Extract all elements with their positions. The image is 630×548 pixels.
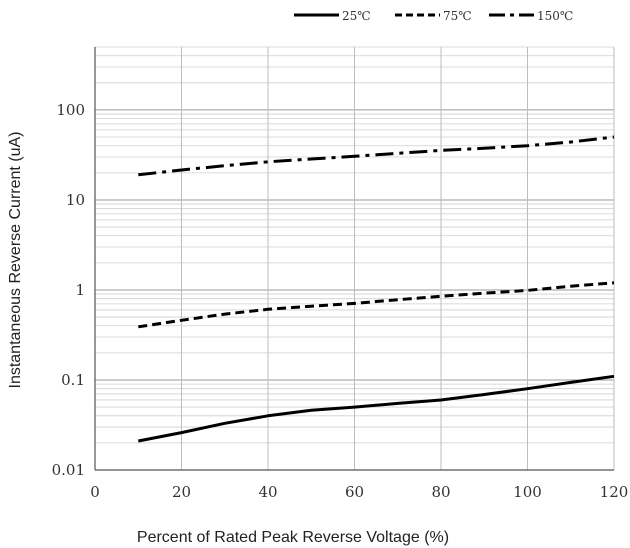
legend-label: 75℃ (443, 9, 472, 23)
series-line-25℃ (138, 374, 615, 443)
x-tick-label: 60 (345, 483, 364, 501)
y-axis-label: Instantaneous Reverse Current (uA) (7, 131, 24, 388)
x-tick-label: 40 (258, 483, 277, 501)
y-tick-label: 0.1 (61, 371, 85, 389)
y-tick-label: 0.01 (52, 461, 85, 479)
x-tick-label: 0 (90, 483, 100, 501)
x-tick-label: 20 (172, 483, 191, 501)
x-tick-label: 100 (513, 483, 542, 501)
x-tick-label: 80 (431, 483, 450, 501)
y-tick-label: 10 (66, 191, 85, 209)
grid (94, 46, 615, 471)
series-lines (138, 135, 615, 443)
series-line-150℃ (138, 135, 615, 177)
legend: 25℃ 75℃ 150℃ (294, 9, 573, 23)
x-tick-label: 120 (600, 483, 629, 501)
legend-label: 150℃ (537, 9, 573, 23)
legend-label: 25℃ (342, 9, 371, 23)
x-tick-labels: 0 20 40 60 80 100 120 (90, 483, 628, 501)
y-tick-labels: 0.01 0.1 1 10 100 (52, 101, 85, 479)
series-line-75℃ (138, 281, 615, 329)
x-axis-label: Percent of Rated Peak Reverse Voltage (%… (137, 529, 449, 546)
y-tick-label: 100 (56, 101, 85, 119)
y-tick-label: 1 (75, 281, 85, 299)
axes (94, 47, 614, 471)
